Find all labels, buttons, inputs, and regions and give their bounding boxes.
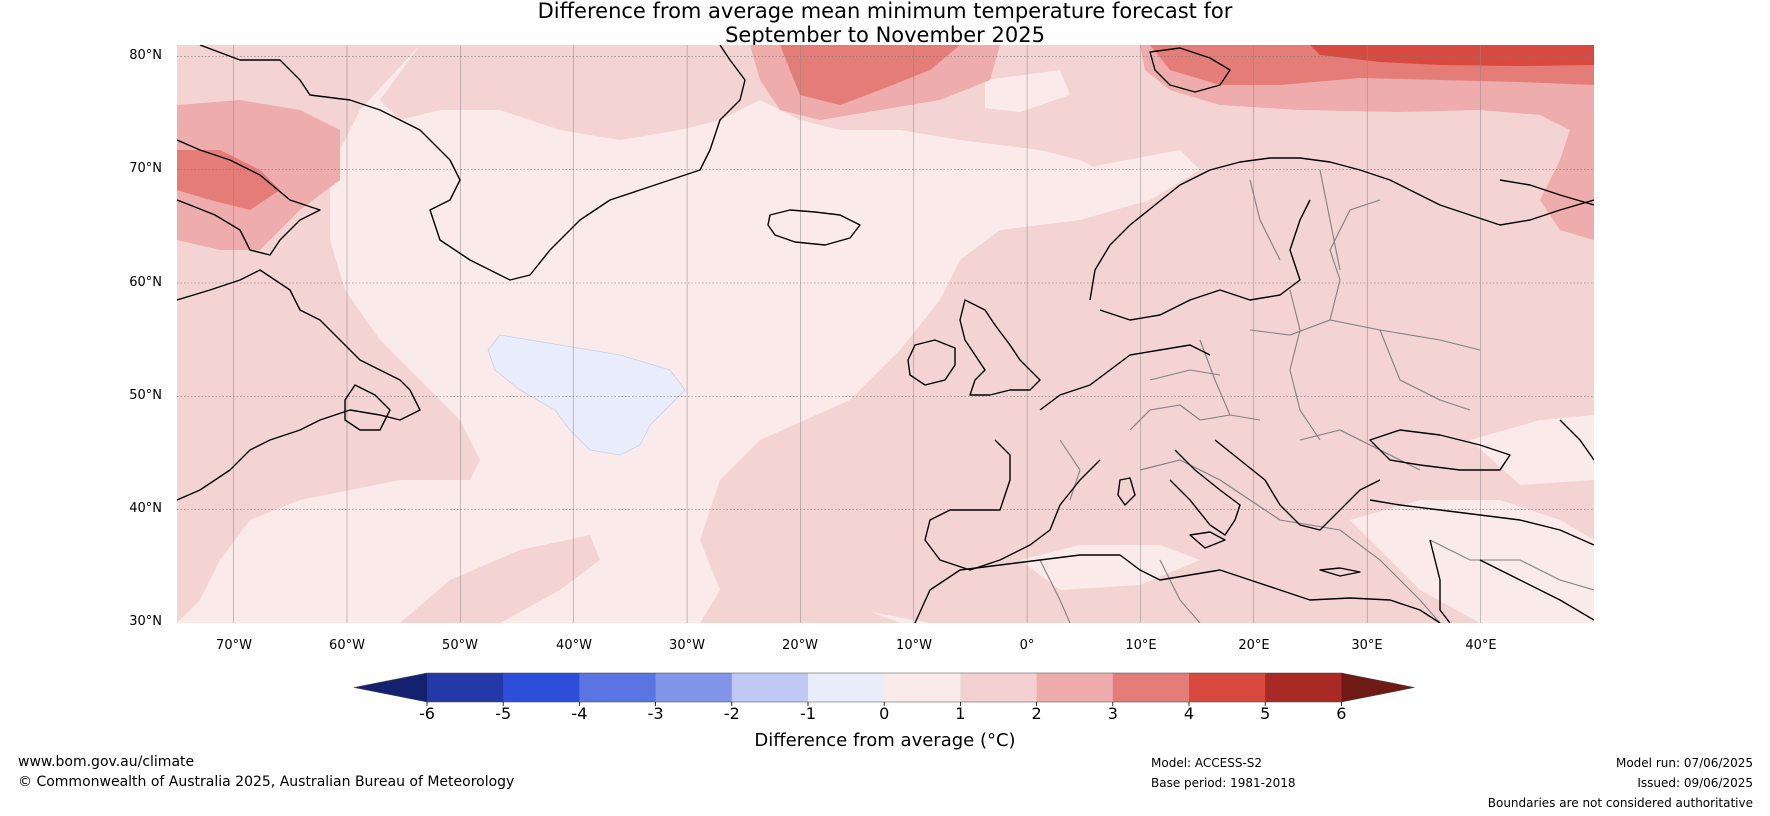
country-borders bbox=[1039, 169, 1594, 623]
coastlines bbox=[177, 45, 1594, 623]
coast-newfoundland bbox=[344, 384, 391, 431]
anomaly-area-north-sea-patch bbox=[985, 70, 1070, 112]
colorbar-segment bbox=[884, 673, 961, 702]
lon-label-60w: 60°W bbox=[329, 638, 365, 653]
coast-ireland bbox=[907, 339, 956, 386]
colorbar-segment bbox=[503, 673, 580, 702]
lon-label-20w: 20°W bbox=[782, 638, 818, 653]
coast-balkans bbox=[1214, 439, 1381, 531]
footer-model-run: Model run: 07/06/2025 bbox=[1615, 756, 1753, 770]
lon-label-40w: 40°W bbox=[556, 638, 592, 653]
colorbar-tick-label: -3 bbox=[647, 704, 664, 723]
coast-britain bbox=[959, 299, 1041, 396]
coast-greenland bbox=[199, 45, 746, 281]
map-title-line2: September to November 2025 bbox=[725, 22, 1045, 47]
anomaly-area-barents-north bbox=[1310, 45, 1594, 66]
lat-label-60n: 60°N bbox=[129, 275, 162, 290]
lon-label-50w: 50°W bbox=[442, 638, 478, 653]
colorbar-tick-label: 3 bbox=[1107, 704, 1118, 723]
coast-east-med bbox=[1429, 539, 1451, 623]
lon-label-0: 0° bbox=[1019, 638, 1035, 653]
map-title-line1: Difference from average mean minimum tem… bbox=[537, 0, 1233, 23]
lon-label-10e: 10°E bbox=[1125, 638, 1157, 653]
map-title: Difference from average mean minimum tem… bbox=[0, 0, 1770, 47]
footer-model: Model: ACCESS-S2 bbox=[1151, 756, 1263, 770]
coast-caspian bbox=[1559, 419, 1594, 461]
coast-labrador bbox=[177, 269, 421, 501]
colorbar-tick-label: 5 bbox=[1260, 704, 1271, 723]
meridians bbox=[233, 45, 1481, 623]
coast-scandinavia bbox=[1089, 157, 1594, 301]
colorbar-segment bbox=[1112, 673, 1190, 702]
coast-baffin-island bbox=[177, 139, 321, 256]
colorbar-segment bbox=[1189, 673, 1266, 702]
colorbar-segment bbox=[808, 673, 885, 702]
coast-iceland bbox=[767, 209, 861, 246]
lat-label-80n: 80°N bbox=[129, 48, 162, 63]
colorbar-tick-label: 2 bbox=[1031, 704, 1042, 723]
lon-label-40e: 40°E bbox=[1465, 638, 1497, 653]
coast-continental-europe bbox=[1039, 344, 1211, 411]
lon-label-30w: 30°W bbox=[669, 638, 705, 653]
colorbar bbox=[353, 672, 1415, 706]
colorbar-segment bbox=[579, 673, 657, 702]
anomaly-area-north-atlantic-lower bbox=[700, 480, 900, 623]
colorbar-segment bbox=[1036, 673, 1114, 702]
coast-baltic bbox=[1099, 199, 1311, 321]
anomaly-area-north-greenland-sea bbox=[720, 45, 1594, 623]
colorbar-segment bbox=[1265, 673, 1342, 702]
coast-crete bbox=[1319, 567, 1361, 577]
anomaly-area-north-atlantic-belt bbox=[380, 45, 760, 140]
colorbar-tick-label: 1 bbox=[955, 704, 966, 723]
colorbar-tick-label: 4 bbox=[1183, 704, 1195, 723]
colorbar-arrow-max bbox=[1341, 673, 1415, 702]
anomaly-area-central-atlantic-cool bbox=[487, 334, 686, 456]
coast-north-africa bbox=[914, 554, 1441, 623]
colorbar-segment bbox=[655, 673, 733, 702]
lon-label-70w: 70°W bbox=[216, 638, 252, 653]
colorbar-tick-label: -6 bbox=[419, 704, 435, 723]
colorbar-tick-label: -1 bbox=[800, 704, 816, 723]
anomaly-area-west-margin-south bbox=[400, 535, 600, 623]
colorbar-title: Difference from average (°C) bbox=[754, 730, 1016, 751]
lon-label-10w: 10°W bbox=[896, 638, 932, 653]
coast-svalbard bbox=[1149, 47, 1231, 93]
coast-novaya-zemlya bbox=[1499, 179, 1594, 206]
colorbar-segment bbox=[960, 673, 1038, 702]
anomaly-area-baffin-warm-core bbox=[177, 150, 280, 210]
lon-label-30e: 30°E bbox=[1351, 638, 1383, 653]
coast-black-sea bbox=[1369, 429, 1511, 471]
footer-issued: Issued: 09/06/2025 bbox=[1637, 776, 1753, 790]
footer-base-period: Base period: 1981-2018 bbox=[1151, 776, 1296, 790]
coast-iberia bbox=[924, 439, 1101, 571]
coast-red-sea-region bbox=[1479, 559, 1594, 621]
footer-website: www.bom.gov.au/climate bbox=[18, 754, 195, 770]
anomaly-area-eastern-med bbox=[1350, 500, 1594, 623]
lat-label-50n: 50°N bbox=[129, 388, 162, 403]
colorbar-segment bbox=[731, 673, 809, 702]
coast-turkey bbox=[1369, 499, 1594, 546]
map-panel bbox=[177, 45, 1594, 623]
lat-label-70n: 70°N bbox=[129, 161, 162, 176]
colorbar-tick-label: -4 bbox=[571, 704, 588, 723]
footer-copyright: © Commonwealth of Australia 2025, Austra… bbox=[18, 774, 515, 790]
colorbar-arrow-min bbox=[354, 673, 427, 702]
colorbar-segment bbox=[427, 673, 504, 702]
colorbar-tick-label: -5 bbox=[495, 704, 512, 723]
coast-italy bbox=[1169, 449, 1241, 536]
coast-sicily bbox=[1189, 531, 1226, 549]
footer-disclaimer: Boundaries are not considered authoritat… bbox=[1487, 796, 1753, 810]
lat-label-40n: 40°N bbox=[129, 501, 162, 516]
colorbar-tick-label: -2 bbox=[723, 704, 740, 723]
colorbar-tick-label: 0 bbox=[879, 704, 890, 723]
coast-sardinia bbox=[1117, 477, 1136, 506]
colorbar-tick-label: 6 bbox=[1336, 704, 1347, 723]
lon-label-20e: 20°E bbox=[1238, 638, 1270, 653]
lat-label-30n: 30°N bbox=[129, 614, 162, 629]
anomaly-area-svalbard-west bbox=[780, 45, 960, 105]
